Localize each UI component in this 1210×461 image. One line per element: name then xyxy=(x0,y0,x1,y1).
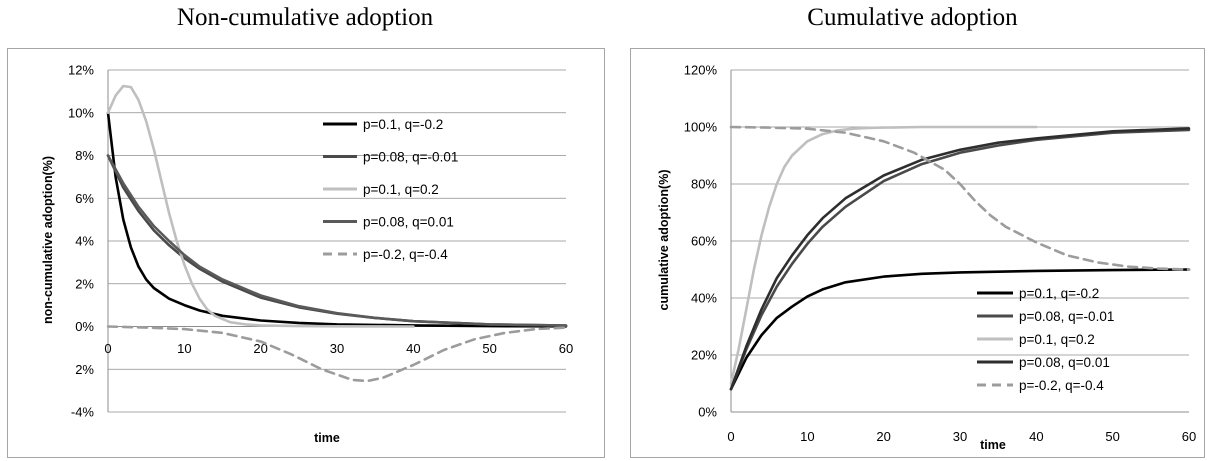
x-tick-label: 10 xyxy=(800,429,814,444)
legend-label: p=-0.2, q=-0.4 xyxy=(363,247,448,262)
x-axis-label: time xyxy=(980,438,1006,452)
x-tick-label: 10 xyxy=(177,341,191,356)
y-tick-label: 12% xyxy=(68,63,94,78)
x-tick-label: 0 xyxy=(727,429,734,444)
y-tick-label: 10% xyxy=(68,105,94,120)
y-tick-label: 0% xyxy=(75,319,94,334)
y-axis-label: non-cumulative adoption(%) xyxy=(41,156,55,324)
chart-frame-non-cumulative xyxy=(7,48,605,458)
x-tick-label: 50 xyxy=(1105,429,1119,444)
series-line-0 xyxy=(729,268,1191,391)
series-line-3 xyxy=(106,154,568,327)
legend: p=0.1, q=-0.2 p=0.08, q=-0.01 p=0.1, q=0.2… xyxy=(323,117,458,262)
x-tick-label: 20 xyxy=(253,341,267,356)
x-tick-label: 50 xyxy=(482,341,496,356)
legend-label: p=0.08, q=0.01 xyxy=(1019,355,1110,370)
x-tick-label: 60 xyxy=(1182,429,1196,444)
legend-label: p=0.1, q=-0.2 xyxy=(363,117,443,132)
y-tick-label: 2% xyxy=(75,362,94,377)
x-tick-label: 30 xyxy=(330,341,344,356)
legend-label: p=0.1, q=0.2 xyxy=(1019,332,1095,347)
legend-label: p=0.08, q=0.01 xyxy=(363,215,454,230)
x-axis-label: time xyxy=(314,431,340,445)
y-tick-label: 6% xyxy=(75,191,94,206)
series-line-4 xyxy=(106,325,568,383)
y-axis-label: cumulative adoption(%) xyxy=(657,170,671,311)
y-tick-label: 8% xyxy=(75,148,94,163)
series-line-1 xyxy=(729,128,1191,391)
chart-1: 120% 100% 80% 60% 40% 20% 0% 0 10 20 30 40 50 60 time c… xyxy=(657,63,1196,453)
x-tick-label: 30 xyxy=(953,429,967,444)
x-tick-label: 20 xyxy=(876,429,890,444)
x-tick-label: 40 xyxy=(406,341,420,356)
y-tick-label: 0% xyxy=(698,405,717,420)
x-tick-label: 40 xyxy=(1029,429,1043,444)
legend-label: p=0.1, q=-0.2 xyxy=(1019,286,1099,301)
y-tick-label: 4% xyxy=(75,234,94,249)
chart-0: 12% 10% 8% 6% 4% 2% 0% 2% -4% 0 10 20 30 40 50 60 time no… xyxy=(41,63,573,446)
series-line-0 xyxy=(106,111,568,328)
y-tick-label: 120% xyxy=(684,63,718,78)
chart-frame-cumulative xyxy=(630,48,1205,458)
series-line-3 xyxy=(729,127,1191,391)
y-tick-label: 2% xyxy=(75,276,94,291)
y-tick-label: 80% xyxy=(691,177,717,192)
legend-label: p=0.08, q=-0.01 xyxy=(363,150,458,165)
series-line-2 xyxy=(106,84,415,328)
series-line-4 xyxy=(729,125,1191,271)
legend-label: p=-0.2, q=-0.4 xyxy=(1019,378,1104,393)
chart-title-cumulative: Cumulative adoption xyxy=(807,4,1018,31)
legend-label: p=0.1, q=0.2 xyxy=(363,182,439,197)
chart-title-non-cumulative: Non-cumulative adoption xyxy=(176,4,434,31)
y-tick-label: 100% xyxy=(684,120,718,135)
y-tick-label: -4% xyxy=(71,405,95,420)
series-line-2 xyxy=(729,125,1038,385)
legend-label: p=0.08, q=-0.01 xyxy=(1019,309,1114,324)
y-tick-label: 60% xyxy=(691,234,717,249)
y-tick-label: 20% xyxy=(691,348,717,363)
x-tick-label: 60 xyxy=(559,341,573,356)
y-tick-label: 40% xyxy=(691,291,717,306)
legend: p=0.1, q=-0.2 p=0.08, q=-0.01 p=0.1, q=0.2… xyxy=(977,286,1114,393)
x-tick-label: 0 xyxy=(104,341,111,356)
